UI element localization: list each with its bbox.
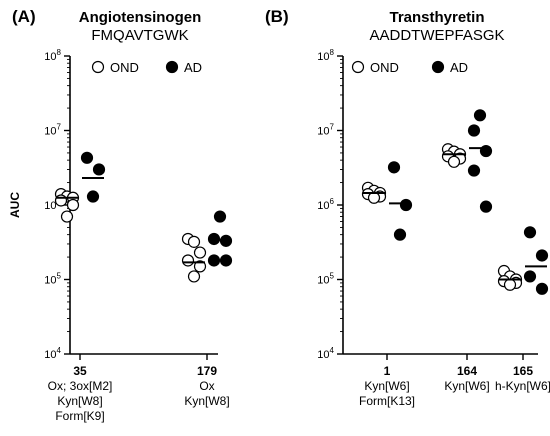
panel-a-ad-point bbox=[92, 163, 106, 176]
panel-b-subtitle: AADDTWEPFASGK bbox=[369, 27, 504, 44]
panel-a-category-number: 35 bbox=[73, 364, 87, 378]
panel-b-category-number: 164 bbox=[457, 364, 477, 378]
panel-b-legend-ond-label: OND bbox=[370, 60, 399, 75]
panel-b-tick-label: 104 bbox=[317, 346, 334, 361]
panel-b-ad-point bbox=[387, 161, 401, 174]
panel-a-category-label: Kyn[W8] bbox=[184, 394, 229, 408]
panel-b-letter: (B) bbox=[265, 7, 289, 26]
panel-b-title: Transthyretin bbox=[389, 9, 484, 26]
panel-b-category-number: 165 bbox=[513, 364, 533, 378]
panel-b-ad-point bbox=[523, 270, 537, 283]
panel-b-ad-point bbox=[473, 109, 487, 122]
panel-b-category-label: Form[K13] bbox=[359, 394, 415, 408]
panel-b-ad-point bbox=[399, 198, 413, 212]
panel-a-letter: (A) bbox=[12, 7, 36, 26]
panel-a-category-label: Kyn[W8] bbox=[57, 394, 102, 408]
panel-a-legend-ond-label: OND bbox=[110, 60, 139, 75]
panel-b-ond-point bbox=[447, 155, 461, 168]
panel-b-ad-point bbox=[467, 164, 481, 177]
panel-a-ond-point bbox=[187, 235, 201, 248]
panel-b-ad-point bbox=[467, 124, 481, 137]
panel-a-tick-label: 107 bbox=[44, 123, 61, 138]
panel-a-ad-point bbox=[80, 151, 94, 164]
panel-a-subtitle: FMQAVTGWK bbox=[91, 27, 188, 44]
panel-b-ad-point bbox=[523, 226, 537, 239]
panel-b-tick-label: 105 bbox=[317, 272, 334, 287]
panel-a-category-label: Form[K9] bbox=[55, 409, 104, 423]
y-axis-label: AUC bbox=[8, 192, 22, 218]
panel-b-ond-point bbox=[503, 278, 517, 291]
panel-a-legend-ad-marker bbox=[165, 60, 179, 74]
panel-a-category-label: Ox; 3ox[M2] bbox=[48, 379, 113, 393]
panel-b-category-label: h-Kyn[W6] bbox=[495, 379, 550, 393]
panel-b-tick-label: 108 bbox=[317, 48, 334, 63]
panel-b-tick-label: 107 bbox=[317, 123, 334, 138]
panel-a-legend-ad-label: AD bbox=[184, 60, 202, 75]
panel-a-tick-label: 108 bbox=[44, 48, 61, 63]
panel-b-ad-point bbox=[393, 228, 407, 241]
panel-b-legend-ad-label: AD bbox=[450, 60, 468, 75]
panel-b-legend-ad-marker bbox=[431, 60, 445, 74]
panel-a-ad-point bbox=[219, 254, 233, 267]
panel-a-ad-point bbox=[207, 254, 221, 267]
panel-a-ond-point bbox=[187, 270, 201, 283]
panel-b-category-number: 1 bbox=[384, 364, 391, 378]
panel-a-category-label: Ox bbox=[199, 379, 214, 393]
panel-a-ond-point bbox=[60, 210, 74, 223]
panel-a-legend-ond-marker bbox=[91, 60, 105, 74]
panel-a-ond-point bbox=[66, 198, 80, 212]
panel-b-category-label: Kyn[W6] bbox=[364, 379, 409, 393]
panel-b-legend-ond-marker bbox=[351, 60, 365, 74]
panel-a-ond-point bbox=[193, 246, 207, 259]
panel-a-title: Angiotensinogen bbox=[79, 9, 202, 26]
panel-a-ond-point bbox=[181, 254, 195, 267]
panel-a-tick-label: 105 bbox=[44, 272, 61, 287]
panel-a-ad-point bbox=[213, 210, 227, 223]
panel-b-ad-point bbox=[535, 282, 549, 295]
panel-a-ad-point bbox=[86, 190, 100, 203]
panel-b-ad-point bbox=[479, 200, 493, 213]
panel-a-ond-point bbox=[193, 260, 207, 273]
panel-a-ond-point bbox=[54, 194, 68, 207]
panel-a-tick-label: 104 bbox=[44, 346, 61, 361]
panel-b-category-label: Kyn[W6] bbox=[444, 379, 489, 393]
panel-b-tick-label: 106 bbox=[317, 197, 334, 212]
panel-b-ad-point bbox=[535, 249, 549, 262]
panel-a-category-number: 179 bbox=[197, 364, 217, 378]
